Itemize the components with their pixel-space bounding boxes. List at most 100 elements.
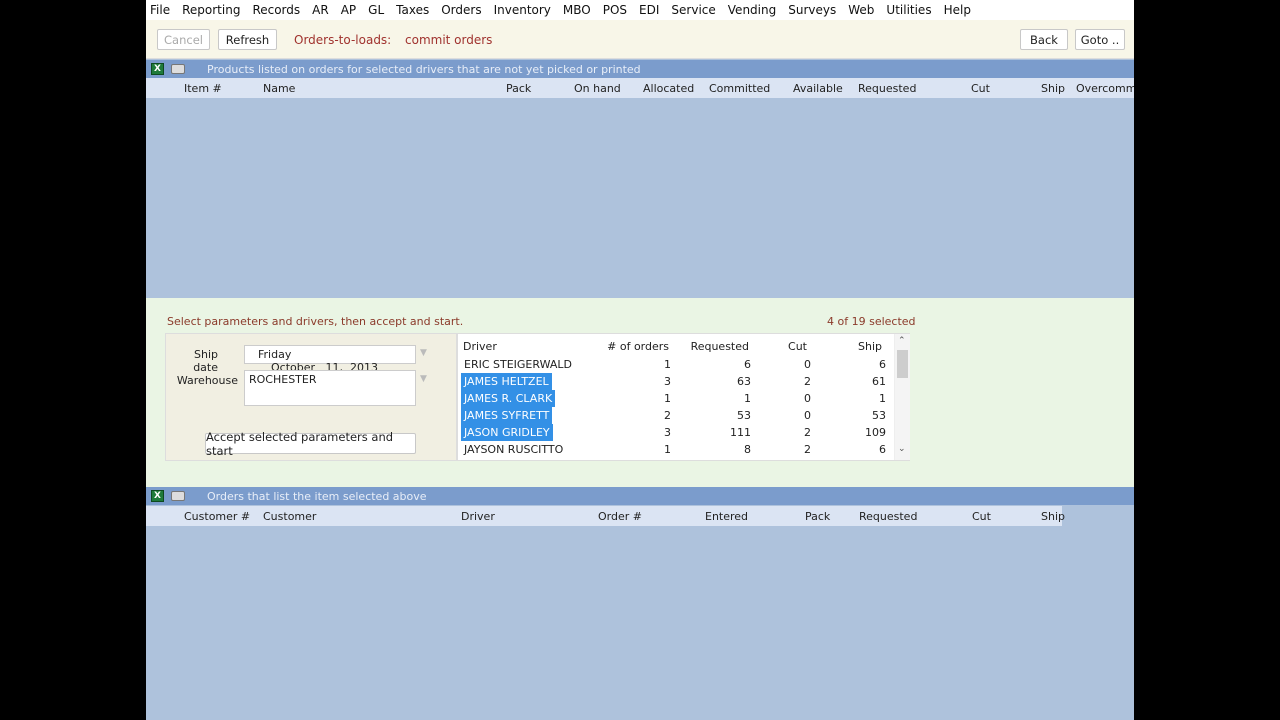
printer-icon[interactable]	[171, 491, 185, 501]
menu-file[interactable]: File	[150, 3, 171, 17]
driver-row[interactable]: JAMES SYFRETT 2 53 0 53	[458, 407, 894, 424]
products-title: Products listed on orders for selected d…	[207, 62, 641, 76]
column-header[interactable]: Committed	[709, 82, 771, 95]
driver-column-header[interactable]: Ship	[858, 340, 882, 353]
column-header[interactable]: Name	[263, 82, 296, 95]
driver-row[interactable]: ERIC STEIGERWALD 1 6 0 6	[458, 356, 894, 373]
driver-row[interactable]: JAYSON RUSCITTO 1 8 2 6	[458, 441, 894, 458]
driver-driver: ERIC STEIGERWALD	[464, 358, 572, 371]
driver-requested: 8	[744, 443, 751, 456]
column-header[interactable]: Item #	[184, 82, 222, 95]
column-header[interactable]: Order #	[598, 510, 642, 523]
menu-bar: File Reporting Records AR AP GL Taxes Orders Inv…	[146, 0, 1134, 20]
menu-taxes[interactable]: Taxes	[396, 3, 430, 17]
accept-start-button[interactable]: Accept selected parameters and start	[205, 430, 416, 458]
refresh-button[interactable]: Refresh	[218, 29, 277, 50]
column-header[interactable]: Pack	[506, 82, 532, 95]
ship-day: Friday	[258, 348, 292, 361]
scroll-up-icon[interactable]: ⌃	[898, 336, 906, 346]
scroll-down-icon[interactable]: ⌄	[898, 444, 906, 454]
menu-records[interactable]: Records	[252, 3, 301, 17]
products-column-header: Item # Name Pack On hand Allocated Committed A…	[146, 78, 1134, 98]
driver-ship: 61	[872, 375, 886, 388]
driver-ship: 53	[872, 409, 886, 422]
column-header[interactable]: Allocated	[643, 82, 695, 95]
excel-icon[interactable]: X	[151, 490, 164, 502]
column-header[interactable]: Pack	[805, 510, 831, 523]
menu-surveys[interactable]: Surveys	[788, 3, 837, 17]
column-header[interactable]: Customer	[263, 510, 317, 523]
driver-row[interactable]: JAMES R. CLARK 1 1 0 1	[458, 390, 894, 407]
menu-ar[interactable]: AR	[312, 3, 329, 17]
driver-requested: 6	[744, 358, 751, 371]
driver-column-header[interactable]: Cut	[788, 340, 807, 353]
column-header[interactable]: Requested	[859, 510, 918, 523]
column-header[interactable]: Cut	[971, 82, 990, 95]
page-subtitle: commit orders	[405, 33, 493, 47]
column-header[interactable]: Ship	[1041, 510, 1065, 523]
orders-title: Orders that list the item selected above	[207, 489, 427, 503]
menu-inventory[interactable]: Inventory	[493, 3, 551, 17]
orders-column-header: Customer # Customer Driver Order # Entered Pa…	[146, 506, 1065, 526]
selected-count: 4 of 19 selected	[827, 315, 916, 328]
chevron-down-icon[interactable]: ▼	[420, 374, 427, 384]
driver-orders: 3	[664, 375, 671, 388]
driver-column-header[interactable]: Driver	[463, 340, 497, 353]
menu-gl[interactable]: GL	[368, 3, 385, 17]
driver-requested: 53	[737, 409, 751, 422]
parameters-panel: Select parameters and drivers, then acce…	[146, 298, 1134, 487]
column-header[interactable]: Available	[793, 82, 843, 95]
menu-web[interactable]: Web	[848, 3, 875, 17]
driver-driver: JAYSON RUSCITTO	[464, 443, 564, 456]
toolbar: Cancel Refresh Orders-to-loads: commit o…	[146, 20, 1134, 59]
ship-date-field[interactable]: Friday October 11, 2013	[244, 345, 416, 374]
column-header[interactable]: Driver	[461, 510, 495, 523]
driver-driver: JASON GRIDLEY	[461, 424, 553, 441]
column-header[interactable]: Customer #	[184, 510, 251, 523]
menu-edi[interactable]: EDI	[639, 3, 660, 17]
scroll-thumb[interactable]	[897, 350, 908, 378]
menu-pos[interactable]: POS	[602, 3, 628, 17]
driver-ship: 1	[879, 392, 886, 405]
driver-cut: 0	[804, 409, 811, 422]
driver-column-header[interactable]: Requested	[690, 340, 749, 353]
column-header[interactable]: On hand	[574, 82, 621, 95]
driver-ship: 6	[879, 443, 886, 456]
menu-vending[interactable]: Vending	[727, 3, 777, 17]
column-header[interactable]: Entered	[705, 510, 749, 523]
chevron-down-icon[interactable]: ▼	[420, 348, 427, 358]
column-header[interactable]: Overcommit	[1076, 82, 1134, 95]
driver-requested: 63	[737, 375, 751, 388]
menu-reporting[interactable]: Reporting	[182, 3, 241, 17]
parameters-box: Ship date Friday October 11, 2013 ▼ Ware…	[165, 333, 457, 461]
menu-utilities[interactable]: Utilities	[886, 3, 932, 17]
cancel-button[interactable]: Cancel	[157, 29, 210, 50]
menu-service[interactable]: Service	[671, 3, 716, 17]
driver-cut: 0	[804, 392, 811, 405]
column-header[interactable]: Cut	[972, 510, 991, 523]
driver-requested: 1	[744, 392, 751, 405]
drivers-scrollbar[interactable]: ⌃ ⌄	[894, 334, 910, 460]
driver-cut: 2	[804, 443, 811, 456]
menu-orders[interactable]: Orders	[441, 3, 482, 17]
parameters-hint: Select parameters and drivers, then acce…	[167, 315, 464, 328]
driver-row[interactable]: JAMES HELTZEL 3 63 2 61	[458, 373, 894, 390]
menu-ap[interactable]: AP	[340, 3, 357, 17]
driver-column-header[interactable]: # of orders	[607, 340, 669, 353]
goto-button[interactable]: Goto ..	[1075, 29, 1125, 50]
printer-icon[interactable]	[171, 64, 185, 74]
driver-row[interactable]: JASON GRIDLEY 3 111 2 109	[458, 424, 894, 441]
back-button[interactable]: Back	[1020, 29, 1068, 50]
app-window: File Reporting Records AR AP GL Taxes Orders Inv…	[146, 0, 1134, 720]
driver-cut: 2	[804, 426, 811, 439]
menu-help[interactable]: Help	[943, 3, 971, 17]
column-header[interactable]: Ship	[1041, 82, 1065, 95]
warehouse-field[interactable]: ROCHESTER	[244, 370, 416, 406]
driver-cut: 0	[804, 358, 811, 371]
driver-requested: 111	[730, 426, 751, 439]
menu-mbo[interactable]: MBO	[562, 3, 591, 17]
excel-icon[interactable]: X	[151, 63, 164, 75]
page-title: Orders-to-loads:	[294, 33, 392, 47]
column-header[interactable]: Requested	[858, 82, 917, 95]
warehouse-label: Warehouse	[176, 374, 238, 387]
